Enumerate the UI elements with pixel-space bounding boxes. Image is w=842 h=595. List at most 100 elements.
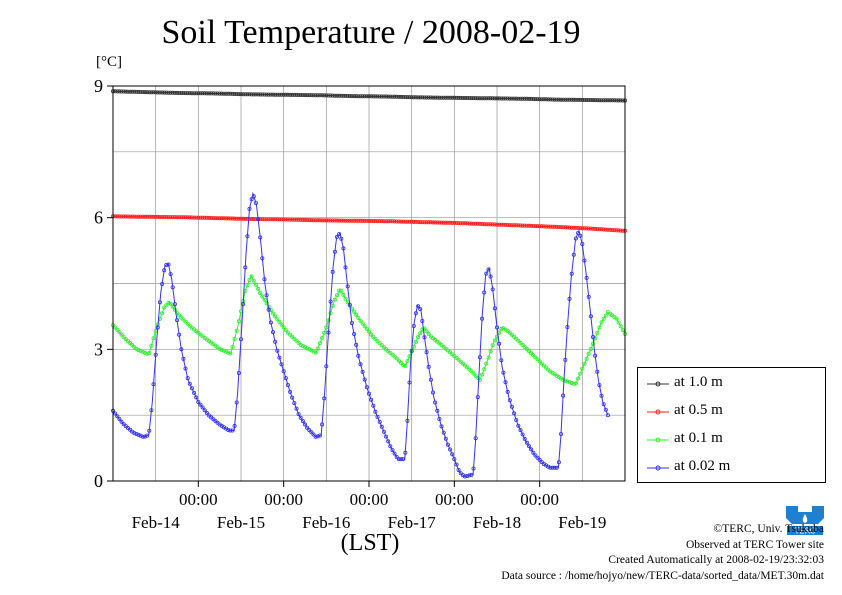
data-point bbox=[358, 94, 363, 99]
legend-item-05m: at 0.5 m bbox=[638, 398, 825, 426]
data-point bbox=[475, 96, 480, 101]
legend-marker-icon bbox=[647, 409, 669, 415]
legend-item-01m: at 0.1 m bbox=[638, 426, 825, 454]
data-point bbox=[381, 219, 386, 224]
data-point bbox=[441, 430, 446, 435]
data-point bbox=[416, 219, 421, 224]
data-point bbox=[520, 432, 525, 437]
data-point bbox=[601, 98, 606, 103]
legend-marker-icon bbox=[647, 465, 669, 471]
data-point bbox=[373, 336, 378, 341]
data-point bbox=[230, 91, 235, 96]
data-point bbox=[288, 332, 293, 337]
data-point bbox=[179, 91, 184, 96]
data-point bbox=[437, 220, 442, 225]
data-point bbox=[578, 97, 583, 102]
x-tick-label: 00:00 bbox=[435, 490, 474, 509]
data-point bbox=[172, 302, 177, 307]
data-point bbox=[595, 227, 600, 232]
data-point bbox=[377, 341, 382, 346]
data-point bbox=[593, 226, 598, 231]
data-point bbox=[522, 223, 527, 228]
data-point bbox=[326, 218, 331, 223]
data-point bbox=[430, 220, 435, 225]
data-point bbox=[533, 355, 538, 360]
data-point bbox=[591, 341, 596, 346]
data-point bbox=[273, 339, 278, 344]
data-point bbox=[117, 214, 122, 219]
data-point bbox=[145, 433, 150, 438]
data-point bbox=[136, 432, 141, 437]
data-point bbox=[531, 353, 536, 358]
data-point bbox=[394, 94, 399, 99]
data-point bbox=[537, 97, 542, 102]
data-point bbox=[552, 97, 557, 102]
data-point bbox=[420, 220, 425, 225]
data-point bbox=[384, 94, 389, 99]
data-point bbox=[172, 215, 177, 220]
data-point bbox=[119, 89, 124, 94]
data-point bbox=[245, 283, 250, 288]
data-point bbox=[324, 325, 329, 330]
data-point bbox=[531, 223, 536, 228]
data-point bbox=[294, 217, 299, 222]
data-point bbox=[168, 215, 173, 220]
data-point bbox=[313, 93, 318, 98]
data-point bbox=[160, 214, 165, 219]
data-point bbox=[123, 214, 128, 219]
data-point bbox=[347, 302, 352, 307]
data-point bbox=[217, 216, 222, 221]
data-point bbox=[234, 328, 239, 333]
data-point bbox=[593, 98, 598, 103]
data-point bbox=[262, 217, 267, 222]
data-point bbox=[593, 353, 598, 358]
data-point bbox=[330, 303, 335, 308]
data-point bbox=[610, 227, 615, 232]
data-point bbox=[439, 220, 444, 225]
data-point bbox=[219, 91, 224, 96]
data-point bbox=[119, 214, 124, 219]
data-point bbox=[484, 271, 489, 276]
data-point bbox=[198, 215, 203, 220]
data-point bbox=[591, 98, 596, 103]
source-text: Data source : /home/hojyo/new/TERC-data/… bbox=[501, 569, 824, 582]
data-point bbox=[509, 96, 514, 101]
data-point bbox=[364, 94, 369, 99]
data-point bbox=[358, 362, 363, 367]
data-point bbox=[211, 91, 216, 96]
data-point bbox=[290, 395, 295, 400]
data-point bbox=[149, 90, 154, 95]
data-point bbox=[298, 93, 303, 98]
data-point bbox=[179, 347, 184, 352]
data-point bbox=[488, 349, 493, 354]
data-point bbox=[524, 440, 529, 445]
grid-lines bbox=[113, 86, 625, 481]
data-point bbox=[168, 90, 173, 95]
data-point bbox=[512, 96, 517, 101]
data-point bbox=[422, 335, 427, 340]
data-point bbox=[452, 457, 457, 462]
data-point bbox=[516, 338, 521, 343]
data-point bbox=[268, 308, 273, 313]
data-point bbox=[586, 98, 591, 103]
data-point bbox=[341, 218, 346, 223]
data-point bbox=[343, 93, 348, 98]
data-point bbox=[320, 218, 325, 223]
data-point bbox=[326, 318, 331, 323]
data-point bbox=[277, 319, 282, 324]
data-point bbox=[309, 218, 314, 223]
data-point bbox=[332, 297, 337, 302]
data-point bbox=[582, 98, 587, 103]
data-point bbox=[202, 408, 207, 413]
data-point bbox=[386, 94, 391, 99]
data-point bbox=[546, 224, 551, 229]
data-point bbox=[497, 222, 502, 227]
data-point bbox=[411, 323, 416, 328]
data-point bbox=[300, 217, 305, 222]
data-point bbox=[599, 393, 604, 398]
data-point bbox=[531, 97, 536, 102]
data-point bbox=[138, 90, 143, 95]
data-point bbox=[371, 403, 376, 408]
data-point bbox=[324, 93, 329, 98]
data-point bbox=[245, 234, 250, 239]
